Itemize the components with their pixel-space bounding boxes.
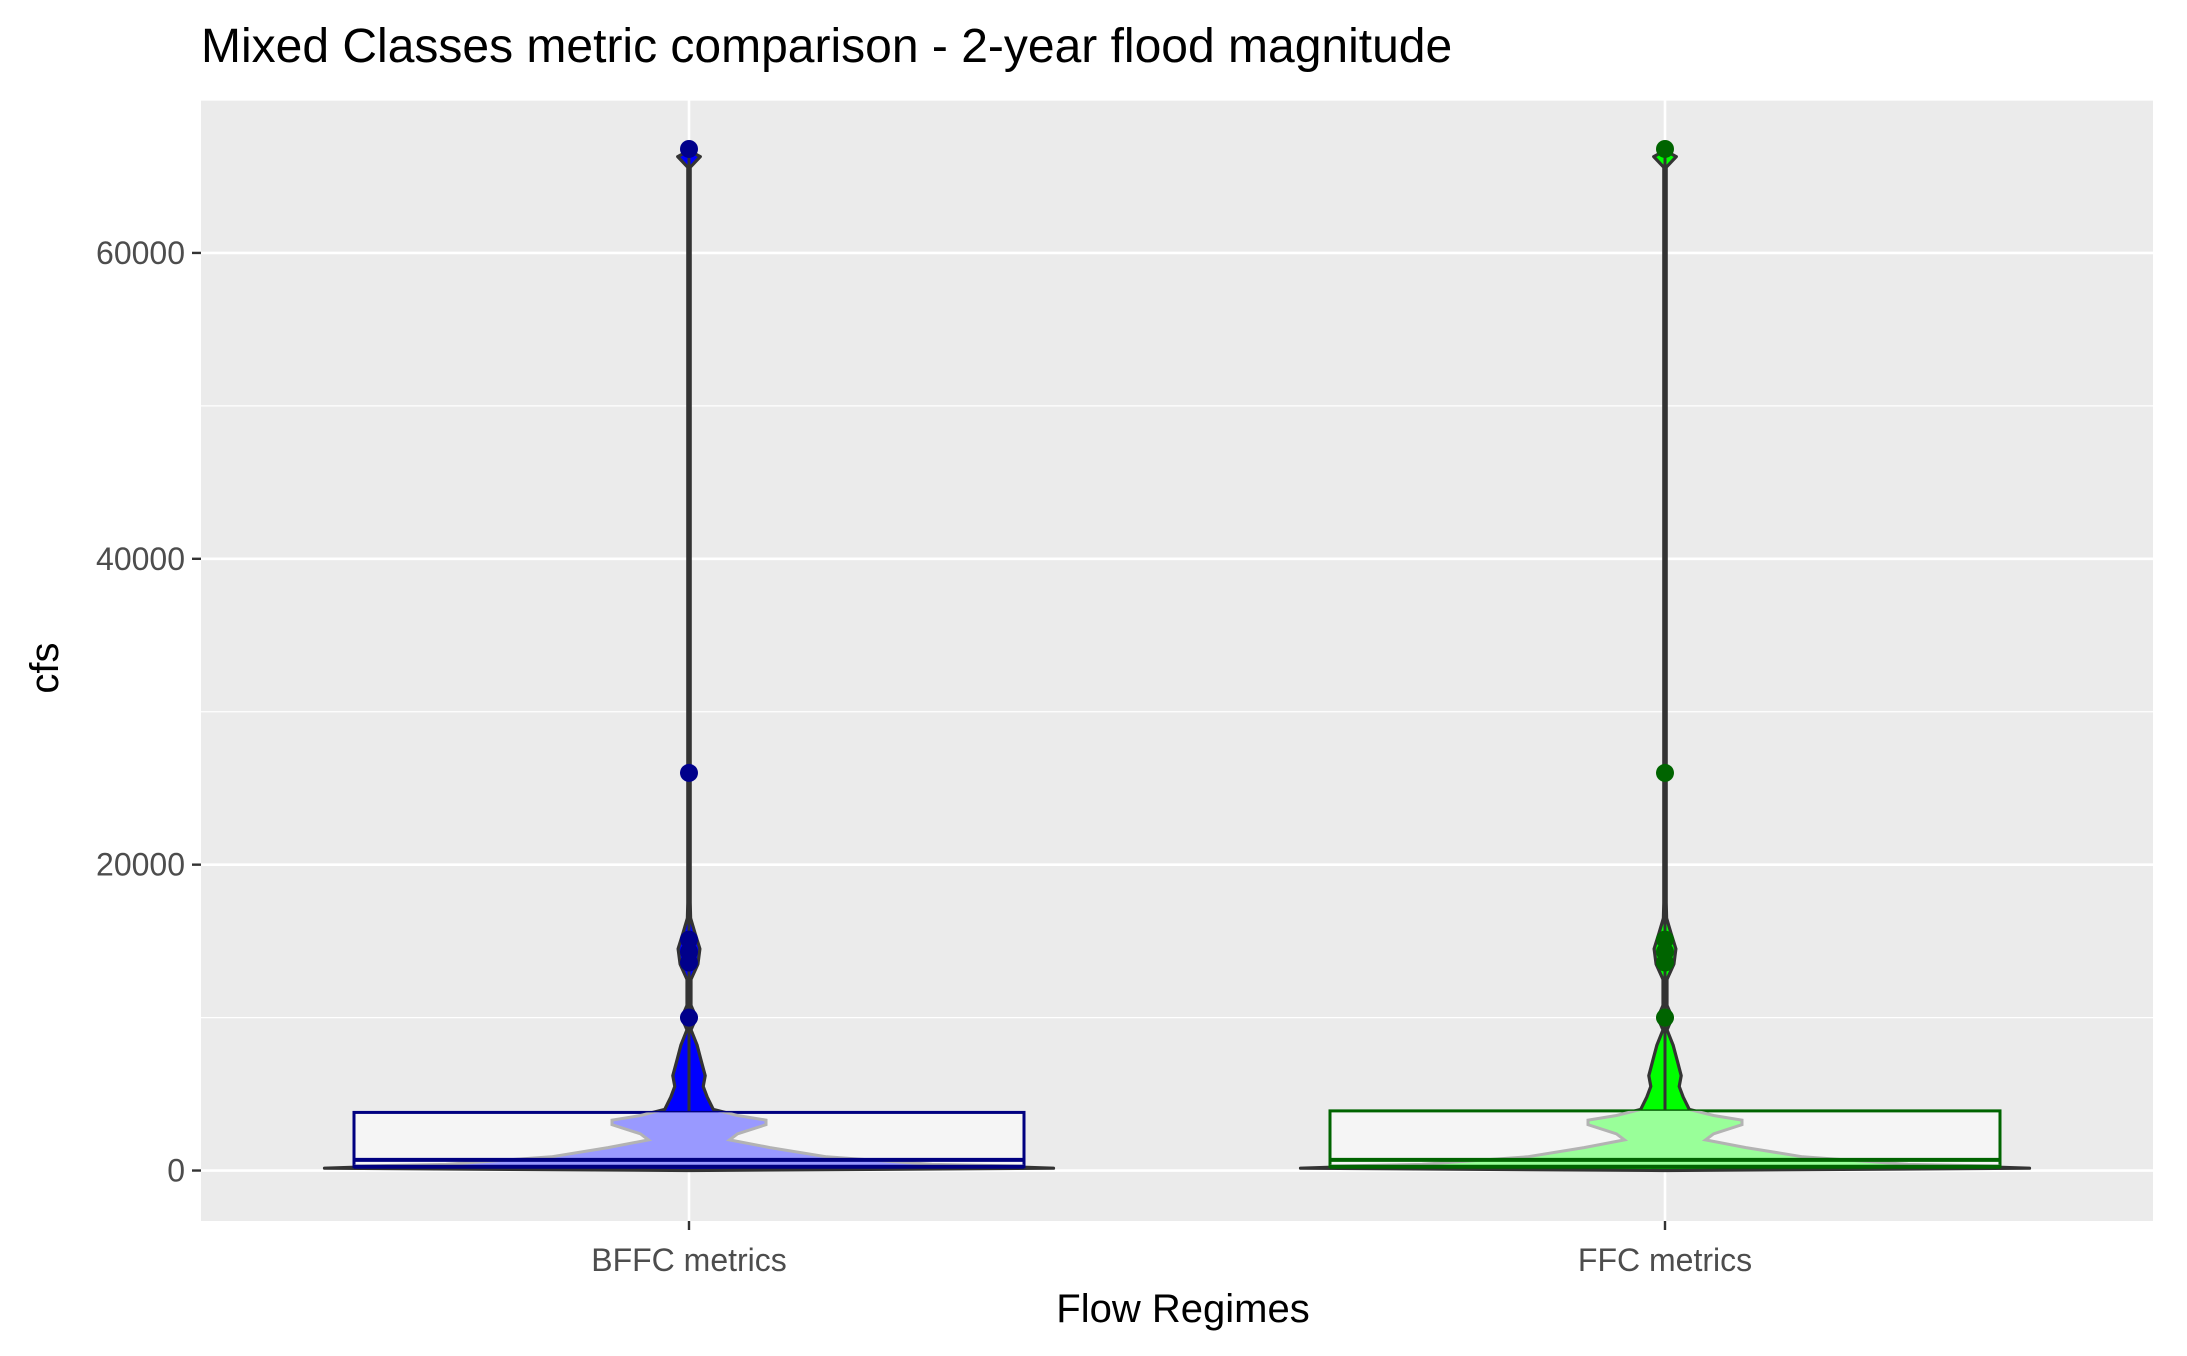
violin-group-bffc — [322, 139, 1056, 1173]
inner-violin — [354, 1112, 1024, 1167]
data-point — [680, 1008, 698, 1027]
violin-group-ffc — [1298, 139, 2032, 1173]
data-point — [1656, 763, 1674, 782]
y-tick-label: 40000 — [96, 541, 185, 577]
data-point — [680, 953, 698, 972]
plot-panel — [201, 100, 2153, 1221]
x-axis-title: Flow Regimes — [1056, 1287, 1309, 1331]
y-tick-label: 20000 — [96, 847, 185, 883]
data-point — [1656, 139, 1674, 158]
x-tick-label: FFC metrics — [1578, 1242, 1752, 1278]
axis-layer: 0 20000 40000 60000 BFFC metrics FFC metrics — [96, 235, 1752, 1278]
data-point — [680, 763, 698, 782]
data-point — [1656, 953, 1674, 972]
violin-layer — [322, 139, 2032, 1173]
y-axis-title: cfs — [23, 642, 67, 693]
x-tick-label: BFFC metrics — [591, 1242, 787, 1278]
y-tick-label: 0 — [167, 1153, 185, 1189]
data-point — [1656, 1008, 1674, 1027]
inner-violin — [1330, 1110, 2000, 1167]
chart-title: Mixed Classes metric comparison - 2-year… — [201, 20, 1452, 73]
y-tick-label: 60000 — [96, 235, 185, 271]
data-point — [680, 139, 698, 158]
